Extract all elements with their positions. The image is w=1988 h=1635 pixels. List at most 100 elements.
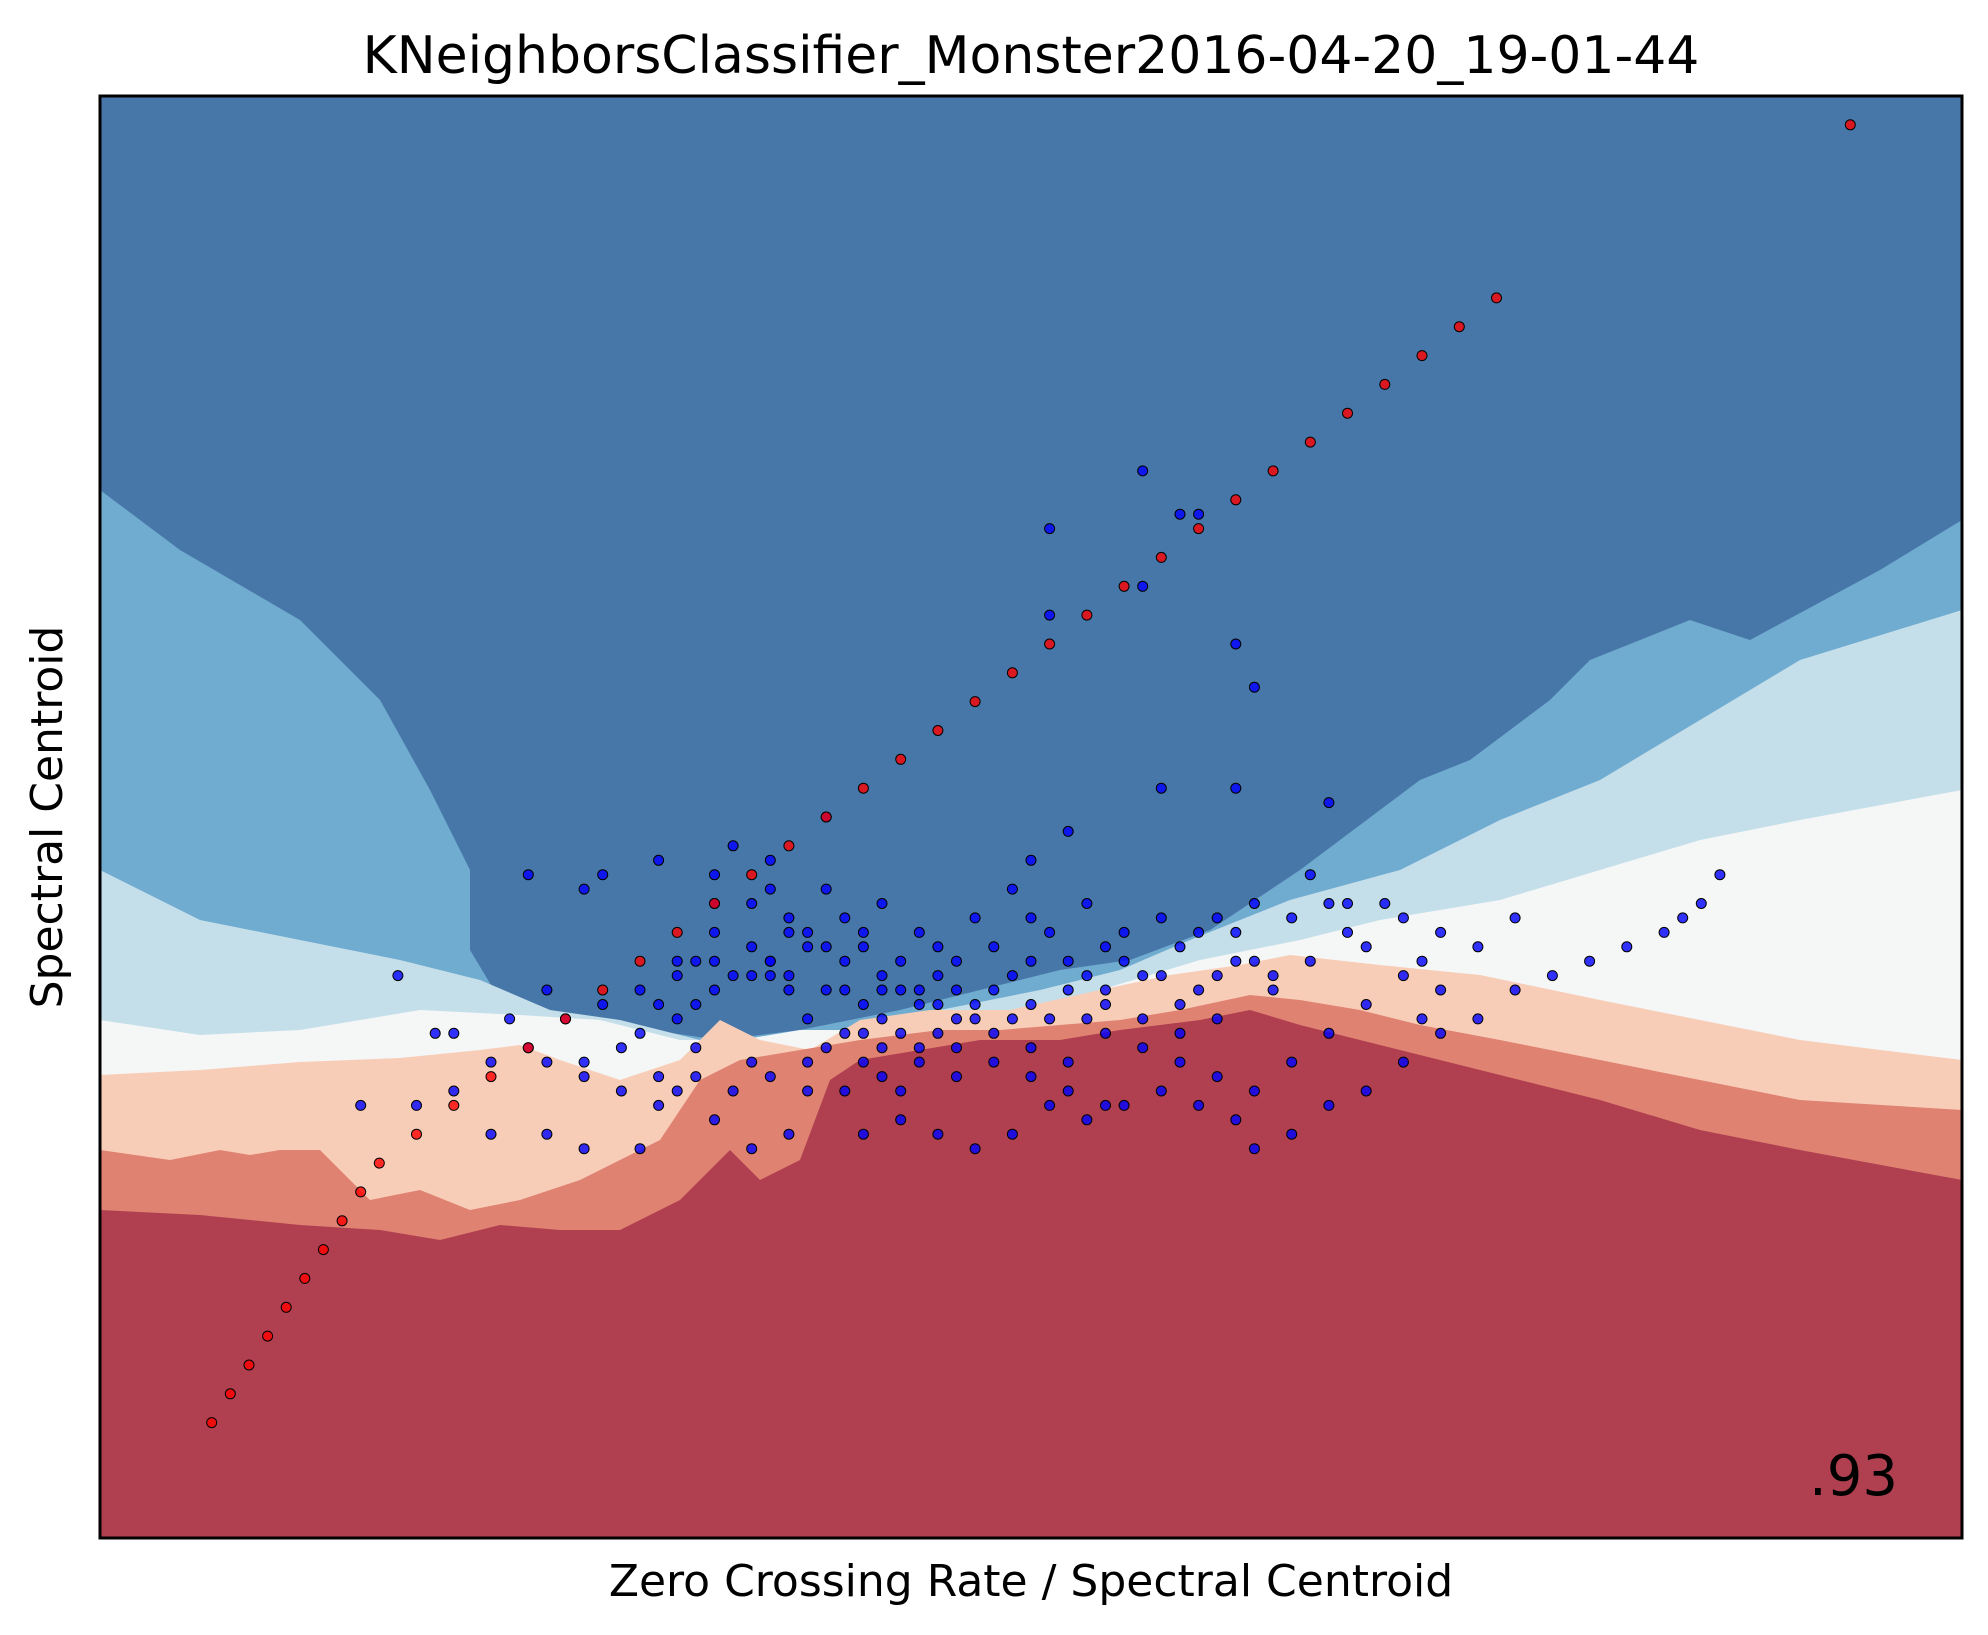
- data-point-s0-82: [1025, 955, 1037, 967]
- data-point-s1-32: [1193, 523, 1205, 535]
- data-point-s0-40: [857, 999, 869, 1010]
- data-point-s0-26: [876, 970, 888, 982]
- data-point-s0-56: [1155, 912, 1167, 924]
- data-point-s0-183: [448, 1027, 460, 1039]
- data-point-s0-170: [1100, 1099, 1111, 1111]
- data-point-s0-192: [857, 1128, 869, 1140]
- data-point-s0-163: [839, 1027, 851, 1039]
- data-point-s0-118: [876, 1071, 888, 1083]
- data-point-s0-37: [802, 926, 814, 938]
- data-point-s0-167: [988, 1056, 1000, 1068]
- data-point-s0-13: [876, 898, 888, 909]
- data-point-s0-133: [1025, 1042, 1037, 1054]
- data-point-s0-199: [1118, 1099, 1130, 1111]
- data-point-s0-19: [876, 984, 888, 996]
- data-point-s1-26: [969, 696, 981, 708]
- data-point-s0-191: [783, 1128, 795, 1140]
- data-point-s0-77: [932, 970, 944, 982]
- data-point-s0-47: [988, 941, 1000, 953]
- data-point-s0-121: [764, 970, 776, 982]
- data-point-s1-17: [634, 955, 646, 967]
- data-point-s0-162: [802, 1056, 814, 1068]
- data-point-s0-34: [746, 898, 758, 909]
- data-point-s0-139: [1267, 984, 1279, 996]
- data-point-s0-106: [690, 999, 702, 1010]
- data-point-s0-83: [1062, 984, 1074, 996]
- data-point-s0-198: [1081, 1114, 1093, 1126]
- data-point-s0-185: [504, 1013, 516, 1025]
- data-point-s0-60: [1230, 926, 1242, 938]
- data-point-s0-75: [895, 984, 907, 996]
- data-point-s0-115: [615, 1042, 627, 1054]
- data-point-s0-132: [951, 1071, 962, 1083]
- data-point-s0-127: [895, 1085, 907, 1097]
- data-point-s1-16: [597, 984, 609, 996]
- data-point-s0-187: [578, 1143, 590, 1155]
- data-point-s0-96: [1044, 1013, 1056, 1025]
- data-point-s0-208: [1435, 1027, 1447, 1039]
- data-point-s0-137: [1174, 1027, 1186, 1039]
- data-point-s0-32: [709, 869, 720, 881]
- data-point-s0-113: [541, 1056, 553, 1068]
- data-point-s0-99: [1155, 970, 1167, 982]
- data-point-s0-18: [709, 926, 720, 938]
- data-point-s0-36: [783, 912, 795, 924]
- data-point-s0-105: [671, 1013, 683, 1025]
- data-point-s0-158: [653, 1099, 665, 1111]
- data-point-s0-110: [541, 984, 553, 996]
- data-point-s0-107: [727, 970, 739, 982]
- data-point-s0-29: [653, 854, 665, 866]
- data-point-s0-205: [1323, 1099, 1335, 1111]
- decision-regions: [100, 96, 1962, 1538]
- data-point-s0-153: [746, 941, 758, 953]
- data-point-s1-40: [1491, 292, 1502, 304]
- data-point-s0-138: [1211, 1013, 1223, 1025]
- data-point-s0-5: [1155, 782, 1167, 794]
- data-point-s0-124: [671, 1085, 683, 1097]
- data-point-s0-171: [1137, 1042, 1149, 1054]
- data-point-s1-21: [783, 840, 795, 852]
- data-point-s1-34: [1267, 465, 1279, 477]
- data-point-s0-100: [1174, 999, 1186, 1010]
- data-point-s0-123: [653, 1071, 665, 1083]
- data-point-s0-169: [1062, 1085, 1074, 1097]
- data-point-s0-213: [1621, 941, 1633, 953]
- data-point-s0-63: [1286, 912, 1298, 924]
- data-point-s0-95: [1025, 999, 1037, 1010]
- data-point-s0-196: [1006, 1128, 1018, 1140]
- data-point-s0-202: [1230, 1114, 1242, 1126]
- data-point-s0-144: [411, 1099, 422, 1111]
- data-point-s0-151: [671, 970, 683, 982]
- data-point-s0-27: [522, 869, 534, 881]
- data-point-s0-125: [802, 1085, 814, 1097]
- data-point-s0-159: [690, 1071, 702, 1083]
- data-point-s0-141: [1342, 926, 1353, 938]
- data-point-s0-85: [1100, 984, 1111, 996]
- data-point-s0-81: [1006, 970, 1018, 982]
- data-point-s0-1: [1137, 580, 1149, 592]
- data-point-s1-33: [1230, 494, 1242, 506]
- y-axis-label: Spectral Centroid: [22, 626, 73, 1009]
- data-point-s0-211: [1546, 970, 1558, 982]
- data-point-s0-177: [1360, 999, 1372, 1010]
- data-point-s0-9: [1323, 797, 1335, 809]
- data-point-s0-45: [951, 955, 962, 967]
- data-point-s1-28: [1044, 638, 1056, 650]
- data-point-s1-23: [857, 782, 869, 794]
- data-point-s0-49: [1025, 912, 1037, 924]
- data-point-s1-30: [1118, 580, 1130, 592]
- data-point-s0-65: [1323, 898, 1335, 909]
- data-point-s1-5: [280, 1301, 292, 1313]
- data-point-s0-206: [1360, 1085, 1372, 1097]
- data-point-s0-93: [988, 1027, 1000, 1039]
- data-point-s0-173: [1211, 1071, 1223, 1083]
- data-point-s0-157: [615, 1085, 627, 1097]
- data-point-s0-91: [951, 984, 962, 996]
- data-point-s0-54: [1118, 926, 1130, 938]
- data-point-s0-74: [857, 941, 869, 953]
- data-point-s0-126: [839, 1085, 851, 1097]
- data-point-s0-43: [913, 984, 925, 996]
- data-point-s1-27: [1006, 667, 1018, 679]
- data-point-s0-117: [653, 999, 665, 1010]
